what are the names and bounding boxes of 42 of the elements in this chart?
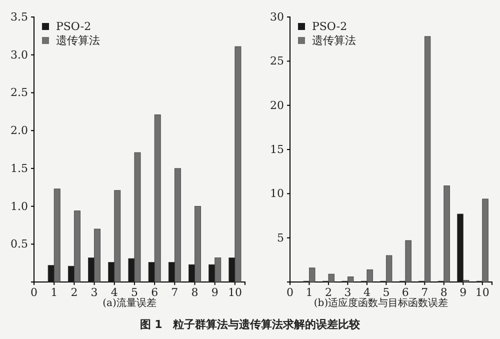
- x-tick-label: 8: [191, 286, 198, 299]
- y-tick-label: 2.5: [10, 86, 28, 100]
- x-tick-label: 0: [286, 286, 294, 299]
- y-tick-label: 15: [270, 143, 284, 156]
- y-tick-label: 20: [270, 98, 284, 112]
- x-axis-title: (a)流量误差: [102, 297, 156, 309]
- x-tick-label: 4: [363, 286, 370, 299]
- legend-label: 遗传算法: [56, 34, 100, 47]
- x-tick-label: 1: [306, 286, 313, 299]
- legend-label: 遗传算法: [312, 34, 356, 47]
- x-tick-label: 6: [402, 286, 409, 299]
- x-tick-label: 8: [440, 286, 448, 299]
- y-tick-label: 1.5: [10, 162, 28, 175]
- x-tick-label: 9: [211, 286, 218, 299]
- legend-label: PSO-2: [56, 20, 92, 33]
- x-tick-label: 1: [50, 286, 58, 299]
- x-tick-label: 2: [70, 286, 78, 299]
- y-tick-label: 5: [277, 231, 284, 244]
- x-tick-label: 5: [130, 286, 138, 299]
- y-tick-label: 30: [270, 10, 284, 24]
- y-tick-label: 3.0: [10, 48, 28, 62]
- x-tick-label: 10: [475, 286, 490, 299]
- x-tick-label: 2: [324, 286, 332, 299]
- x-tick-label: 5: [382, 286, 390, 299]
- y-tick-label: 1.0: [10, 200, 28, 213]
- caption: 图 1 粒子群算法与遗传算法求解的误差比较: [140, 318, 362, 331]
- x-tick-label: 3: [344, 286, 352, 299]
- x-tick-label: 7: [171, 286, 178, 299]
- y-tick-label: 25: [270, 54, 284, 68]
- x-tick-label: 0: [30, 286, 38, 299]
- x-tick-label: 4: [110, 286, 118, 299]
- y-tick-label: 3.5: [10, 10, 28, 24]
- x-tick-label: 10: [228, 286, 242, 299]
- legend-label: PSO-2: [312, 20, 348, 33]
- x-tick-label: 3: [90, 286, 98, 299]
- y-tick-label: 0.5: [10, 238, 28, 251]
- x-tick-label: 7: [421, 286, 428, 299]
- x-axis-title: (b)适应度函数与目标函数误差: [314, 297, 448, 309]
- y-tick-label: 10: [270, 187, 284, 200]
- y-tick-label: 2.0: [10, 124, 28, 138]
- x-tick-label: 9: [460, 286, 467, 299]
- x-tick-label: 6: [151, 286, 158, 299]
